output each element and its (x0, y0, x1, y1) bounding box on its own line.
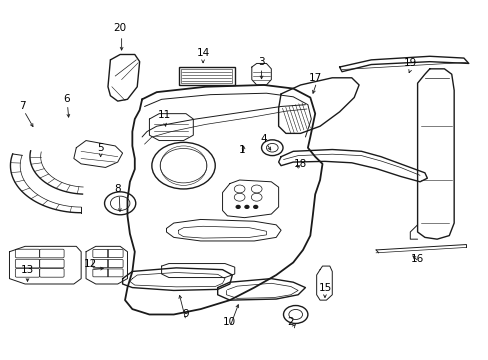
Text: 2: 2 (287, 317, 294, 327)
Text: 20: 20 (113, 23, 126, 33)
Text: 3: 3 (258, 57, 264, 67)
Text: 6: 6 (63, 94, 70, 104)
Circle shape (236, 206, 240, 208)
Text: 17: 17 (308, 73, 321, 83)
Text: 19: 19 (403, 58, 416, 68)
Text: 1: 1 (238, 144, 245, 154)
Text: 18: 18 (293, 159, 306, 169)
Text: 4: 4 (260, 134, 267, 144)
Text: 12: 12 (84, 259, 97, 269)
Text: 13: 13 (21, 265, 34, 275)
Text: 11: 11 (157, 111, 170, 121)
Circle shape (253, 206, 257, 208)
Text: 16: 16 (410, 254, 424, 264)
Text: 9: 9 (183, 310, 189, 319)
Text: 5: 5 (97, 143, 104, 153)
Text: 8: 8 (114, 184, 121, 194)
Text: 15: 15 (318, 283, 331, 293)
Text: 10: 10 (223, 317, 236, 327)
Circle shape (244, 206, 248, 208)
Text: 14: 14 (196, 48, 209, 58)
Text: 7: 7 (20, 102, 26, 112)
